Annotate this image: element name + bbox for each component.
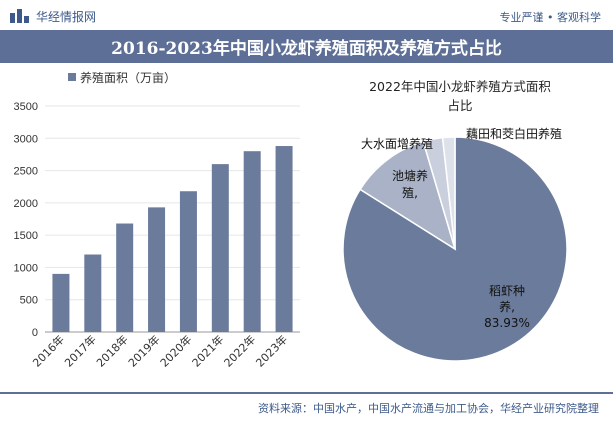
bar: [52, 273, 70, 332]
bar: [243, 151, 261, 332]
x-tick-label: 2017年: [61, 332, 98, 369]
top-bar: 华经情报网 专业严谨 • 客观科学: [0, 0, 613, 30]
pie-slice: [441, 136, 456, 250]
y-tick-label: 1000: [14, 262, 38, 274]
pie-slice-label: 83.93%: [484, 316, 530, 330]
x-tick-label: 2018年: [93, 332, 130, 369]
legend-swatch: [68, 73, 76, 81]
pie-slice-label: 大水面增养殖: [361, 136, 433, 151]
x-tick-label: 2022年: [221, 332, 258, 369]
chart-area: 05001000150020002500300035002016年2017年20…: [14, 70, 568, 370]
bar: [275, 146, 293, 332]
footer-divider: [0, 392, 613, 394]
source-note: 资料来源：中国水产，中国水产流通与加工协会，华经产业研究院整理: [258, 402, 599, 415]
legend-label: 养殖面积（万亩）: [80, 70, 176, 85]
brand-name: 华经情报网: [36, 9, 97, 24]
pie-title: 2022年中国小龙虾养殖方式面积: [369, 79, 551, 94]
tagline: 专业严谨 • 客观科学: [499, 11, 601, 24]
y-tick-label: 500: [20, 295, 38, 307]
y-tick-label: 2500: [14, 166, 38, 178]
pie-slice-label: 稻虾种: [489, 284, 525, 298]
y-tick-label: 3000: [14, 133, 38, 145]
x-tick-label: 2021年: [189, 332, 226, 369]
pie-slice-label: 池塘养: [392, 168, 428, 183]
y-tick-label: 0: [32, 327, 38, 339]
x-tick-label: 2020年: [157, 332, 194, 369]
y-tick-label: 2000: [14, 198, 38, 210]
bar: [148, 207, 166, 332]
pie-title: 占比: [447, 98, 472, 113]
bar-chart: 05001000150020002500300035002016年2017年20…: [14, 70, 300, 370]
brand-logo: 华经情报网: [10, 8, 96, 24]
pie-slice: [359, 140, 457, 251]
y-tick-label: 3500: [14, 101, 38, 113]
bar: [84, 254, 102, 332]
bar: [211, 164, 229, 332]
pie-slice-label: 藕田和茭白田养殖: [466, 126, 562, 141]
chart-title: 2016-2023年中国小龙虾养殖面积及养殖方式占比: [111, 39, 502, 59]
bar: [179, 191, 197, 332]
chart-title-bar: 2016-2023年中国小龙虾养殖面积及养殖方式占比: [0, 30, 613, 63]
x-tick-label: 2023年: [253, 332, 290, 369]
pie-slice-label: 养,: [499, 299, 515, 314]
bar-chart-icon: [10, 9, 30, 23]
x-tick-label: 2019年: [125, 332, 162, 369]
bar: [116, 223, 134, 332]
y-tick-label: 1500: [14, 230, 38, 242]
pie-slice-label: 殖,: [402, 185, 418, 200]
